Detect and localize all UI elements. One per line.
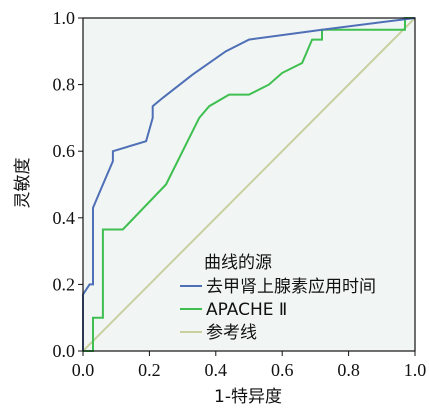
legend-title: 曲线的源 [204,253,272,273]
ticks-layer: 0.0 0.2 0.4 0.6 0.8 1.0 0.0 0.2 0.4 0.6 0.8 1.0 [53,8,427,380]
y-tick-label: 1.0 [53,8,76,28]
legend-label-0: 去甲肾上腺素应用时间 [206,277,376,297]
x-tick-label: 0.4 [205,360,228,380]
y-axis-title: 灵敏度 [13,158,33,209]
x-axis-title: 1-特异度 [214,387,282,407]
x-tick-label: 0.0 [72,360,95,380]
plot-frame [82,17,416,352]
legend-label-1: APACHE Ⅱ [206,300,287,320]
y-tick-label: 0.0 [53,341,76,361]
legend-label-2: 参考线 [206,323,257,343]
legend: 曲线的源 去甲肾上腺素应用时间 APACHE Ⅱ 参考线 [180,253,376,343]
y-tick-label: 0.8 [53,75,76,95]
series-layer [82,17,416,352]
x-tick-label: 0.2 [138,360,161,380]
y-tick-label: 0.6 [53,141,76,161]
x-tick-label: 0.6 [271,360,294,380]
x-tick-label: 0.8 [337,360,360,380]
y-tick-label: 0.4 [53,208,76,228]
series-line-2 [82,17,416,352]
x-tick-label: 1.0 [404,360,427,380]
y-tick-label: 0.2 [53,274,76,294]
legend-items: 去甲肾上腺素应用时间 APACHE Ⅱ 参考线 [180,277,376,343]
series-line-1 [83,17,415,352]
series-line-0 [82,17,416,351]
